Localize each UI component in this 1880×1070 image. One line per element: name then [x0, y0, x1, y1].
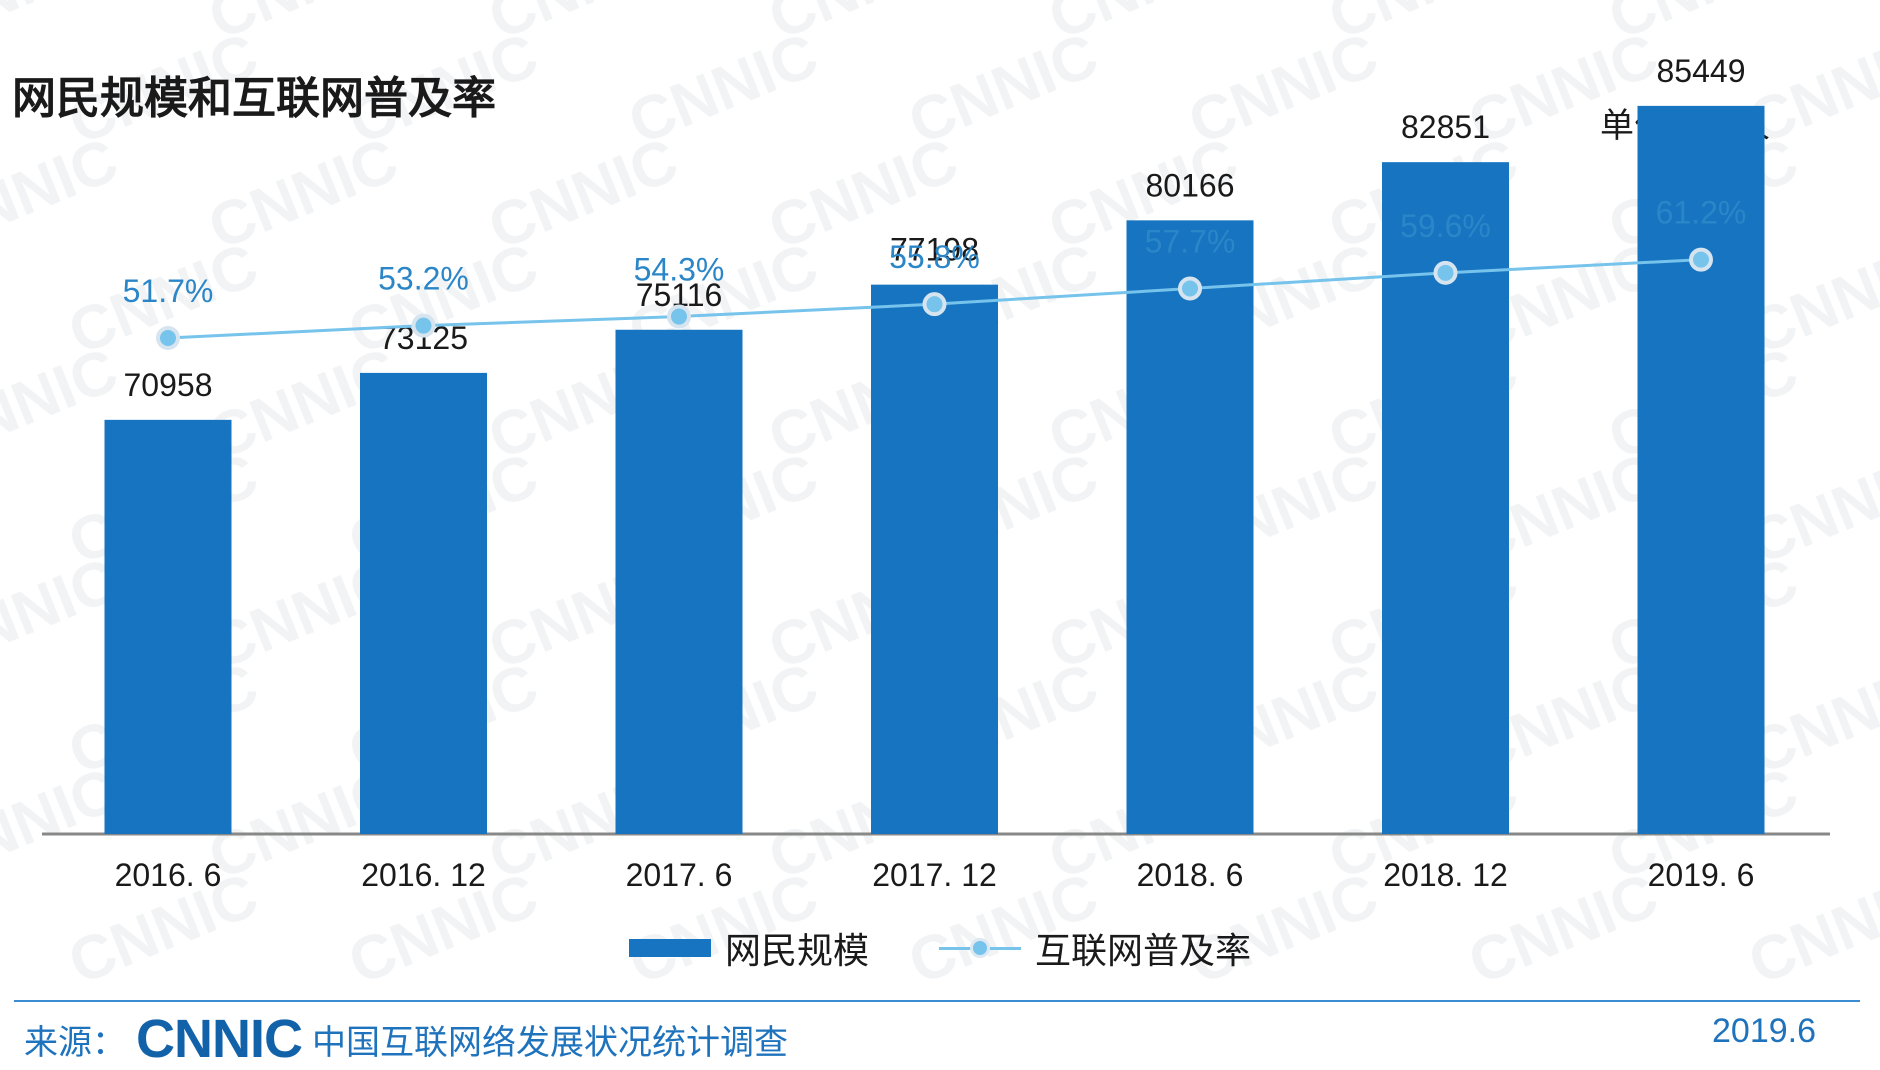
line-point-5[interactable]: [1433, 260, 1458, 285]
x-tick-label-2: 2017. 6: [626, 857, 733, 893]
line-value-label-4: 57.7%: [1145, 224, 1236, 260]
legend-item-line[interactable]: 互联网普及率: [939, 922, 1251, 974]
source-org-name: 中国互联网络发展状况统计调查: [312, 1023, 788, 1062]
bar-value-label-4: 80166: [1146, 167, 1235, 203]
line-point-1[interactable]: [411, 313, 436, 338]
bar-value-label-5: 82851: [1401, 109, 1490, 145]
bar-2[interactable]: [615, 329, 743, 834]
source-label: 来源：: [24, 1023, 126, 1062]
line-point-2[interactable]: [667, 304, 691, 329]
source-credit: 来源： CNNIC 中国互联网络发展状况统计调查: [24, 1008, 788, 1070]
legend-bar-swatch: [628, 939, 711, 957]
legend: 网民规模 互联网普及率: [0, 922, 1880, 974]
x-tick-label-3: 2017. 12: [872, 857, 997, 893]
chart-title: 网民规模和互联网普及率: [12, 73, 496, 124]
bar-6[interactable]: [1637, 105, 1765, 834]
x-tick-label-5: 2018. 12: [1383, 857, 1508, 893]
line-value-label-0: 51.7%: [123, 273, 214, 309]
legend-line-label: 互联网普及率: [1035, 930, 1252, 971]
footer-divider: [14, 1000, 1860, 1002]
line-point-0[interactable]: [156, 326, 180, 350]
bar-value-label-0: 70958: [124, 367, 213, 403]
line-point-4[interactable]: [1178, 276, 1202, 301]
legend-bar-label: 网民规模: [724, 930, 869, 971]
report-date: 2019.6: [1712, 1012, 1816, 1050]
legend-item-bar[interactable]: 网民规模: [628, 922, 869, 974]
line-value-label-6: 61.2%: [1656, 195, 1747, 231]
x-tick-label-0: 2016. 6: [115, 857, 222, 893]
legend-line-swatch: [939, 936, 1021, 960]
x-tick-label-1: 2016. 12: [361, 857, 486, 893]
cnnic-logo: CNNIC: [136, 1009, 303, 1069]
x-tick-label-6: 2019. 6: [1648, 857, 1755, 893]
bar-1[interactable]: [360, 372, 487, 834]
bar-value-label-3: 77198: [890, 232, 979, 268]
line-value-label-3: 55.8%: [889, 239, 980, 275]
bar-4[interactable]: [1126, 220, 1254, 835]
bar-value-label-6: 85449: [1657, 53, 1746, 89]
line-value-label-1: 53.2%: [378, 261, 469, 297]
bar-3[interactable]: [871, 284, 998, 834]
bar-0[interactable]: [104, 419, 232, 834]
line-value-label-2: 54.3%: [634, 252, 725, 288]
line-point-6[interactable]: [1689, 247, 1713, 272]
line-point-3[interactable]: [922, 292, 947, 317]
x-tick-label-4: 2018. 6: [1137, 857, 1244, 893]
line-value-label-5: 59.6%: [1400, 208, 1491, 244]
